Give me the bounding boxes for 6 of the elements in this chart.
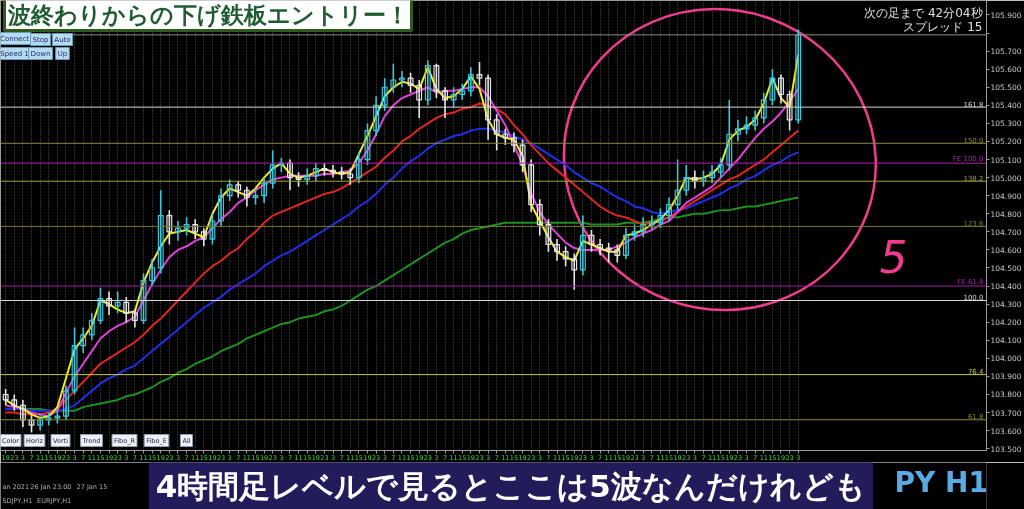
text: 4時間足レベルで見るとここは5波なんだけれども <box>155 467 866 504</box>
text: スプレッド 15 <box>903 19 983 34</box>
chart-title: 波終わりからの下げ鉄板エントリー！ <box>6 1 409 28</box>
text: 5 <box>879 232 908 283</box>
text: 次の足まで 42分04秒 <box>864 5 983 20</box>
text: PY H1 <box>894 466 988 499</box>
